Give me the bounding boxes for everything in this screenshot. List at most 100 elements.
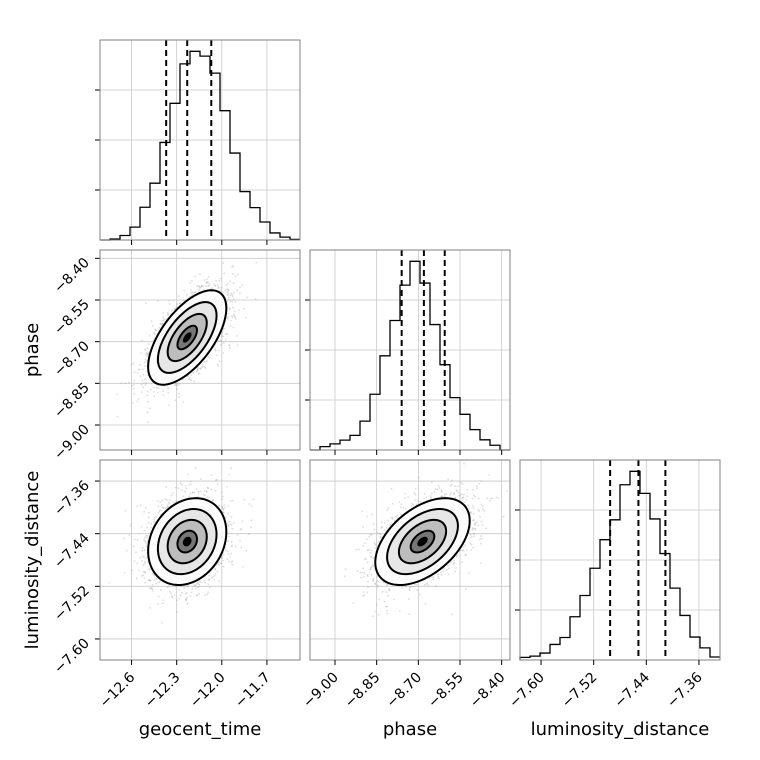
scatter-point: [222, 342, 225, 345]
scatter-point: [179, 594, 182, 597]
scatter-point: [197, 373, 200, 375]
scatter-point: [163, 318, 165, 321]
scatter-point: [133, 384, 135, 386]
scatter-point: [227, 298, 230, 300]
scatter-point: [214, 285, 217, 287]
scatter-point: [184, 490, 187, 493]
scatter-point: [219, 277, 222, 280]
scatter-point: [192, 585, 195, 588]
scatter-point: [189, 289, 192, 291]
scatter-point: [207, 591, 210, 593]
scatter-point: [204, 360, 206, 363]
scatter-point: [198, 288, 201, 291]
scatter-point: [199, 286, 202, 289]
scatter-point: [232, 306, 234, 309]
scatter-point: [138, 369, 141, 371]
scatter-point: [217, 561, 220, 564]
scatter-point: [144, 384, 147, 386]
scatter-point: [189, 595, 192, 597]
scatter-point: [229, 307, 231, 310]
scatter-point: [223, 504, 226, 507]
scatter-point: [158, 510, 161, 513]
scatter-point: [141, 368, 144, 371]
scatter-point: [144, 353, 147, 356]
scatter-point: [198, 285, 201, 288]
scatter-point: [214, 489, 217, 492]
scatter-point: [176, 303, 179, 305]
scatter-point: [136, 562, 139, 565]
scatter-point: [197, 585, 200, 588]
scatter-point: [234, 301, 237, 303]
scatter-point: [156, 392, 159, 394]
scatter-point: [142, 570, 145, 573]
scatter-point: [178, 302, 181, 305]
scatter-point: [246, 296, 248, 299]
scatter-point: [152, 324, 154, 327]
scatter-point: [145, 542, 147, 545]
scatter-point: [227, 312, 230, 315]
scatter-point: [175, 599, 178, 602]
scatter-point: [194, 466, 197, 469]
scatter-point: [139, 375, 142, 377]
scatter-point: [131, 569, 134, 572]
scatter-point: [186, 591, 188, 594]
scatter-point: [197, 586, 200, 589]
scatter-point: [150, 523, 153, 525]
scatter-point: [192, 371, 195, 374]
scatter-point: [228, 473, 231, 476]
scatter-point: [190, 379, 193, 382]
scatter-point: [232, 273, 234, 275]
scatter-point: [207, 282, 210, 285]
scatter-point: [198, 592, 200, 595]
scatter-point: [222, 507, 225, 510]
scatter-point: [161, 621, 164, 624]
scatter-point: [131, 384, 133, 387]
scatter-point: [185, 598, 187, 601]
scatter-point: [226, 288, 228, 291]
scatter-point: [255, 261, 258, 264]
scatter-point: [167, 391, 170, 394]
scatter-point: [206, 360, 208, 363]
scatter-point: [203, 366, 206, 369]
scatter-point: [216, 570, 219, 573]
scatter-point: [229, 325, 232, 327]
scatter-point: [138, 569, 140, 572]
scatter-point: [178, 295, 180, 297]
scatter-point: [203, 494, 206, 497]
scatter-point: [221, 332, 224, 334]
scatter-point: [214, 348, 217, 350]
scatter-point: [152, 521, 155, 523]
scatter-point: [220, 335, 223, 338]
scatter-point: [167, 299, 170, 302]
scatter-point: [191, 291, 194, 294]
scatter-point: [229, 280, 232, 283]
scatter-point: [222, 554, 225, 556]
scatter-point: [143, 540, 146, 543]
scatter-point: [216, 483, 219, 485]
scatter-point: [227, 289, 230, 292]
scatter-point: [224, 339, 227, 341]
histogram-phase: [310, 260, 510, 451]
scatter-point: [212, 498, 215, 501]
scatter-point: [140, 383, 143, 386]
scatter-point: [141, 560, 143, 563]
scatter-point: [167, 314, 169, 316]
scatter-point: [144, 348, 147, 350]
scatter-point: [178, 589, 181, 591]
scatter-point: [136, 372, 139, 374]
scatter-point: [142, 555, 144, 558]
scatter-point: [132, 545, 135, 548]
scatter-point: [171, 309, 173, 312]
scatter-point: [217, 287, 220, 289]
scatter-point: [218, 349, 220, 352]
scatter-point: [179, 482, 182, 484]
scatter-point: [207, 275, 210, 278]
panel-frame: [99, 249, 301, 451]
scatter-point: [209, 356, 212, 358]
scatter-point: [181, 591, 184, 594]
scatter-point: [198, 579, 201, 582]
scatter-point: [206, 486, 209, 489]
scatter-point: [162, 316, 165, 319]
scatter-point: [136, 538, 139, 541]
scatter-point: [241, 520, 244, 523]
